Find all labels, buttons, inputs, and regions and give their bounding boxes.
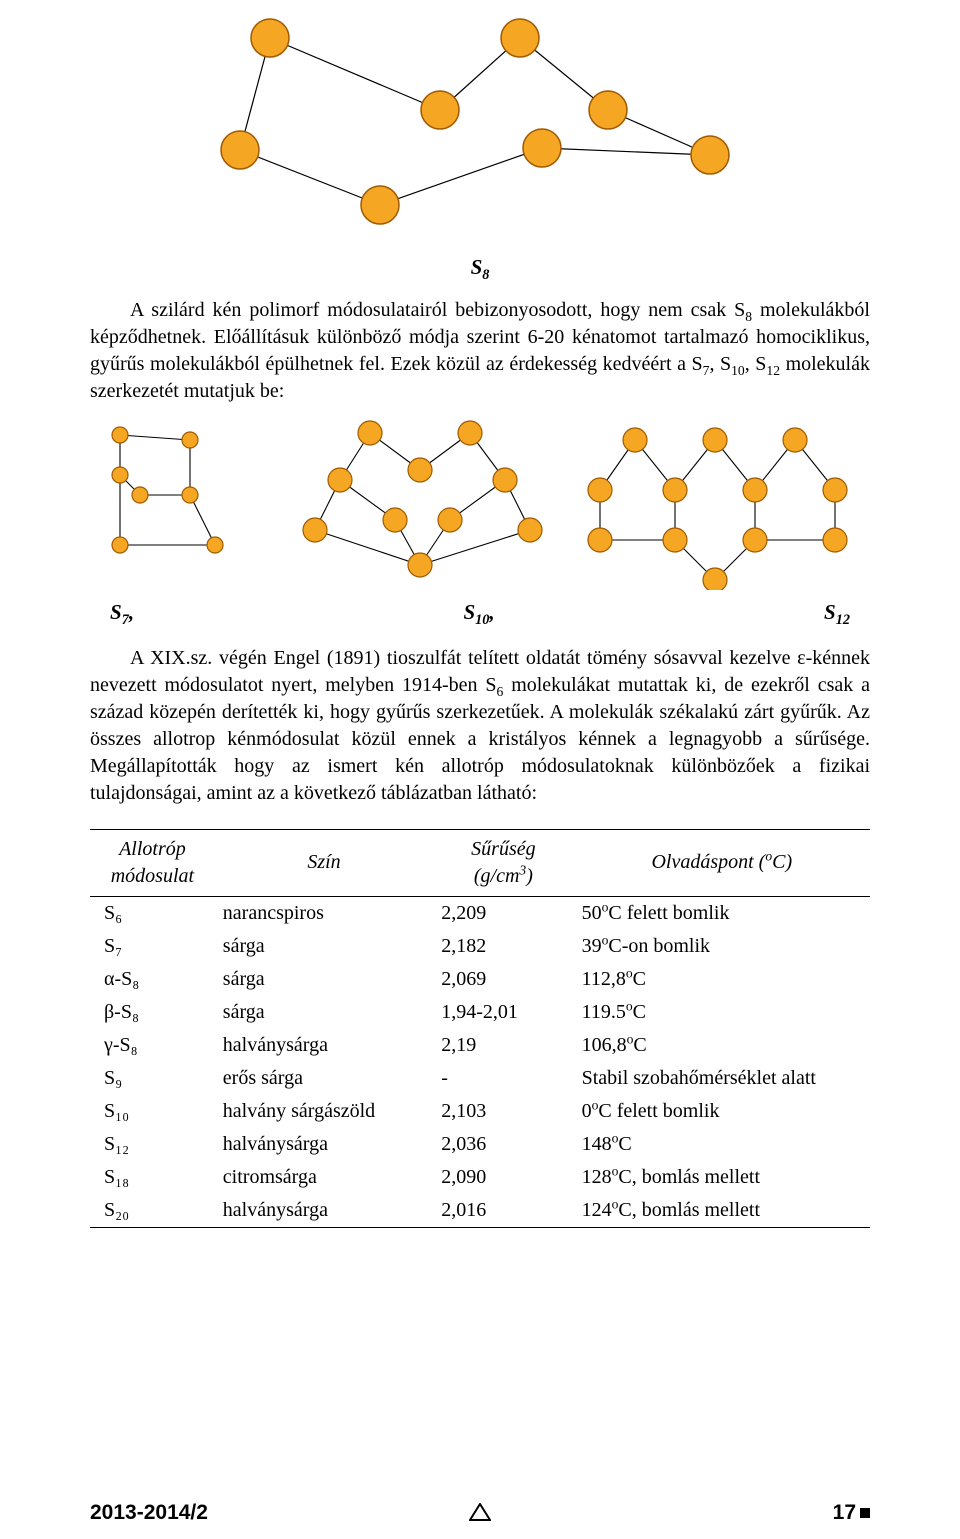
cell-color: sárga	[215, 996, 433, 1029]
cell-molecule: γ-S₈	[90, 1029, 215, 1062]
cell-molecule: S₁₂	[90, 1128, 215, 1161]
cell-molecule: S₉	[90, 1062, 215, 1095]
cell-color: halványsárga	[215, 1128, 433, 1161]
cell-melting: 148oC	[574, 1128, 870, 1161]
cell-molecule: S₆	[90, 896, 215, 930]
label-s10: S10,	[463, 598, 494, 626]
cell-molecule: S₁₈	[90, 1161, 215, 1194]
cell-color: halvány sárgászöld	[215, 1095, 433, 1128]
cell-color: halványsárga	[215, 1029, 433, 1062]
cell-color: narancspiros	[215, 896, 433, 930]
table-row: β-S₈sárga1,94-2,01119.5oC	[90, 996, 870, 1029]
diagram-s8-caption: S8	[90, 253, 870, 281]
cell-color: erős sárga	[215, 1062, 433, 1095]
table-header-row: Allotrópmódosulat Szín Sűrűség(g/cm3) Ol…	[90, 829, 870, 896]
cell-molecule: α-S₈	[90, 963, 215, 996]
th-density: Sűrűség(g/cm3)	[433, 829, 573, 896]
cell-density: 2,090	[433, 1161, 573, 1194]
cell-color: sárga	[215, 963, 433, 996]
paragraph-2: A XIX.sz. végén Engel (1891) tioszulfát …	[90, 645, 870, 807]
table-row: S₇sárga2,18239oC-on bomlik	[90, 930, 870, 963]
table-row: α-S₈sárga2,069112,8oC	[90, 963, 870, 996]
cell-melting: 128oC, bomlás mellett	[574, 1161, 870, 1194]
cell-melting: Stabil szobahőmérséklet alatt	[574, 1062, 870, 1095]
allotrope-table: Allotrópmódosulat Szín Sűrűség(g/cm3) Ol…	[90, 829, 870, 1228]
cell-density: 2,182	[433, 930, 573, 963]
table-row: S₁₀halvány sárgászöld2,1030oC felett bom…	[90, 1095, 870, 1128]
cell-melting: 119.5oC	[574, 996, 870, 1029]
table-row: γ-S₈halványsárga2,19106,8oC	[90, 1029, 870, 1062]
diagram-s8	[160, 10, 800, 235]
paragraph-1: A szilárd kén polimorf módosulatairól be…	[90, 297, 870, 405]
table-row: S₁₂halványsárga2,036148oC	[90, 1128, 870, 1161]
table-row: S₆narancspiros2,20950oC felett bomlik	[90, 896, 870, 930]
cell-melting: 39oC-on bomlik	[574, 930, 870, 963]
cell-melting: 50oC felett bomlik	[574, 896, 870, 930]
cell-density: 2,209	[433, 896, 573, 930]
cell-density: -	[433, 1062, 573, 1095]
cell-color: halványsárga	[215, 1194, 433, 1228]
table-row: S₉erős sárga-Stabil szobahőmérséklet ala…	[90, 1062, 870, 1095]
cell-density: 2,036	[433, 1128, 573, 1161]
th-allotrope: Allotrópmódosulat	[90, 829, 215, 896]
th-color: Szín	[215, 829, 433, 896]
table-row: S₁₈citromsárga2,090128oC, bomlás mellett	[90, 1161, 870, 1194]
cell-melting: 106,8oC	[574, 1029, 870, 1062]
cell-color: sárga	[215, 930, 433, 963]
cell-color: citromsárga	[215, 1161, 433, 1194]
cell-density: 2,19	[433, 1029, 573, 1062]
footer-issue: 2013-2014/2	[90, 1499, 208, 1527]
cell-melting: 0oC felett bomlik	[574, 1095, 870, 1128]
cell-density: 2,069	[433, 963, 573, 996]
cell-density: 2,016	[433, 1194, 573, 1228]
cell-molecule: β-S₈	[90, 996, 215, 1029]
label-s7: S7,	[110, 598, 134, 626]
page-end-mark-icon	[860, 1508, 870, 1518]
diagram-s7-s10-s12	[100, 415, 860, 590]
cell-molecule: S₂₀	[90, 1194, 215, 1228]
cell-density: 2,103	[433, 1095, 573, 1128]
cell-molecule: S₁₀	[90, 1095, 215, 1128]
footer-triangle-icon	[469, 1503, 491, 1521]
cell-molecule: S₇	[90, 930, 215, 963]
cell-melting: 112,8oC	[574, 963, 870, 996]
th-melting: Olvadáspont (oC)	[574, 829, 870, 896]
cell-melting: 124oC, bomlás mellett	[574, 1194, 870, 1228]
footer-page: 17	[833, 1499, 870, 1527]
cell-density: 1,94-2,01	[433, 996, 573, 1029]
diagram-labels-row: S7, S10, S12	[110, 598, 850, 626]
table-row: S₂₀halványsárga2,016124oC, bomlás mellet…	[90, 1194, 870, 1228]
label-s12: S12	[824, 598, 850, 626]
